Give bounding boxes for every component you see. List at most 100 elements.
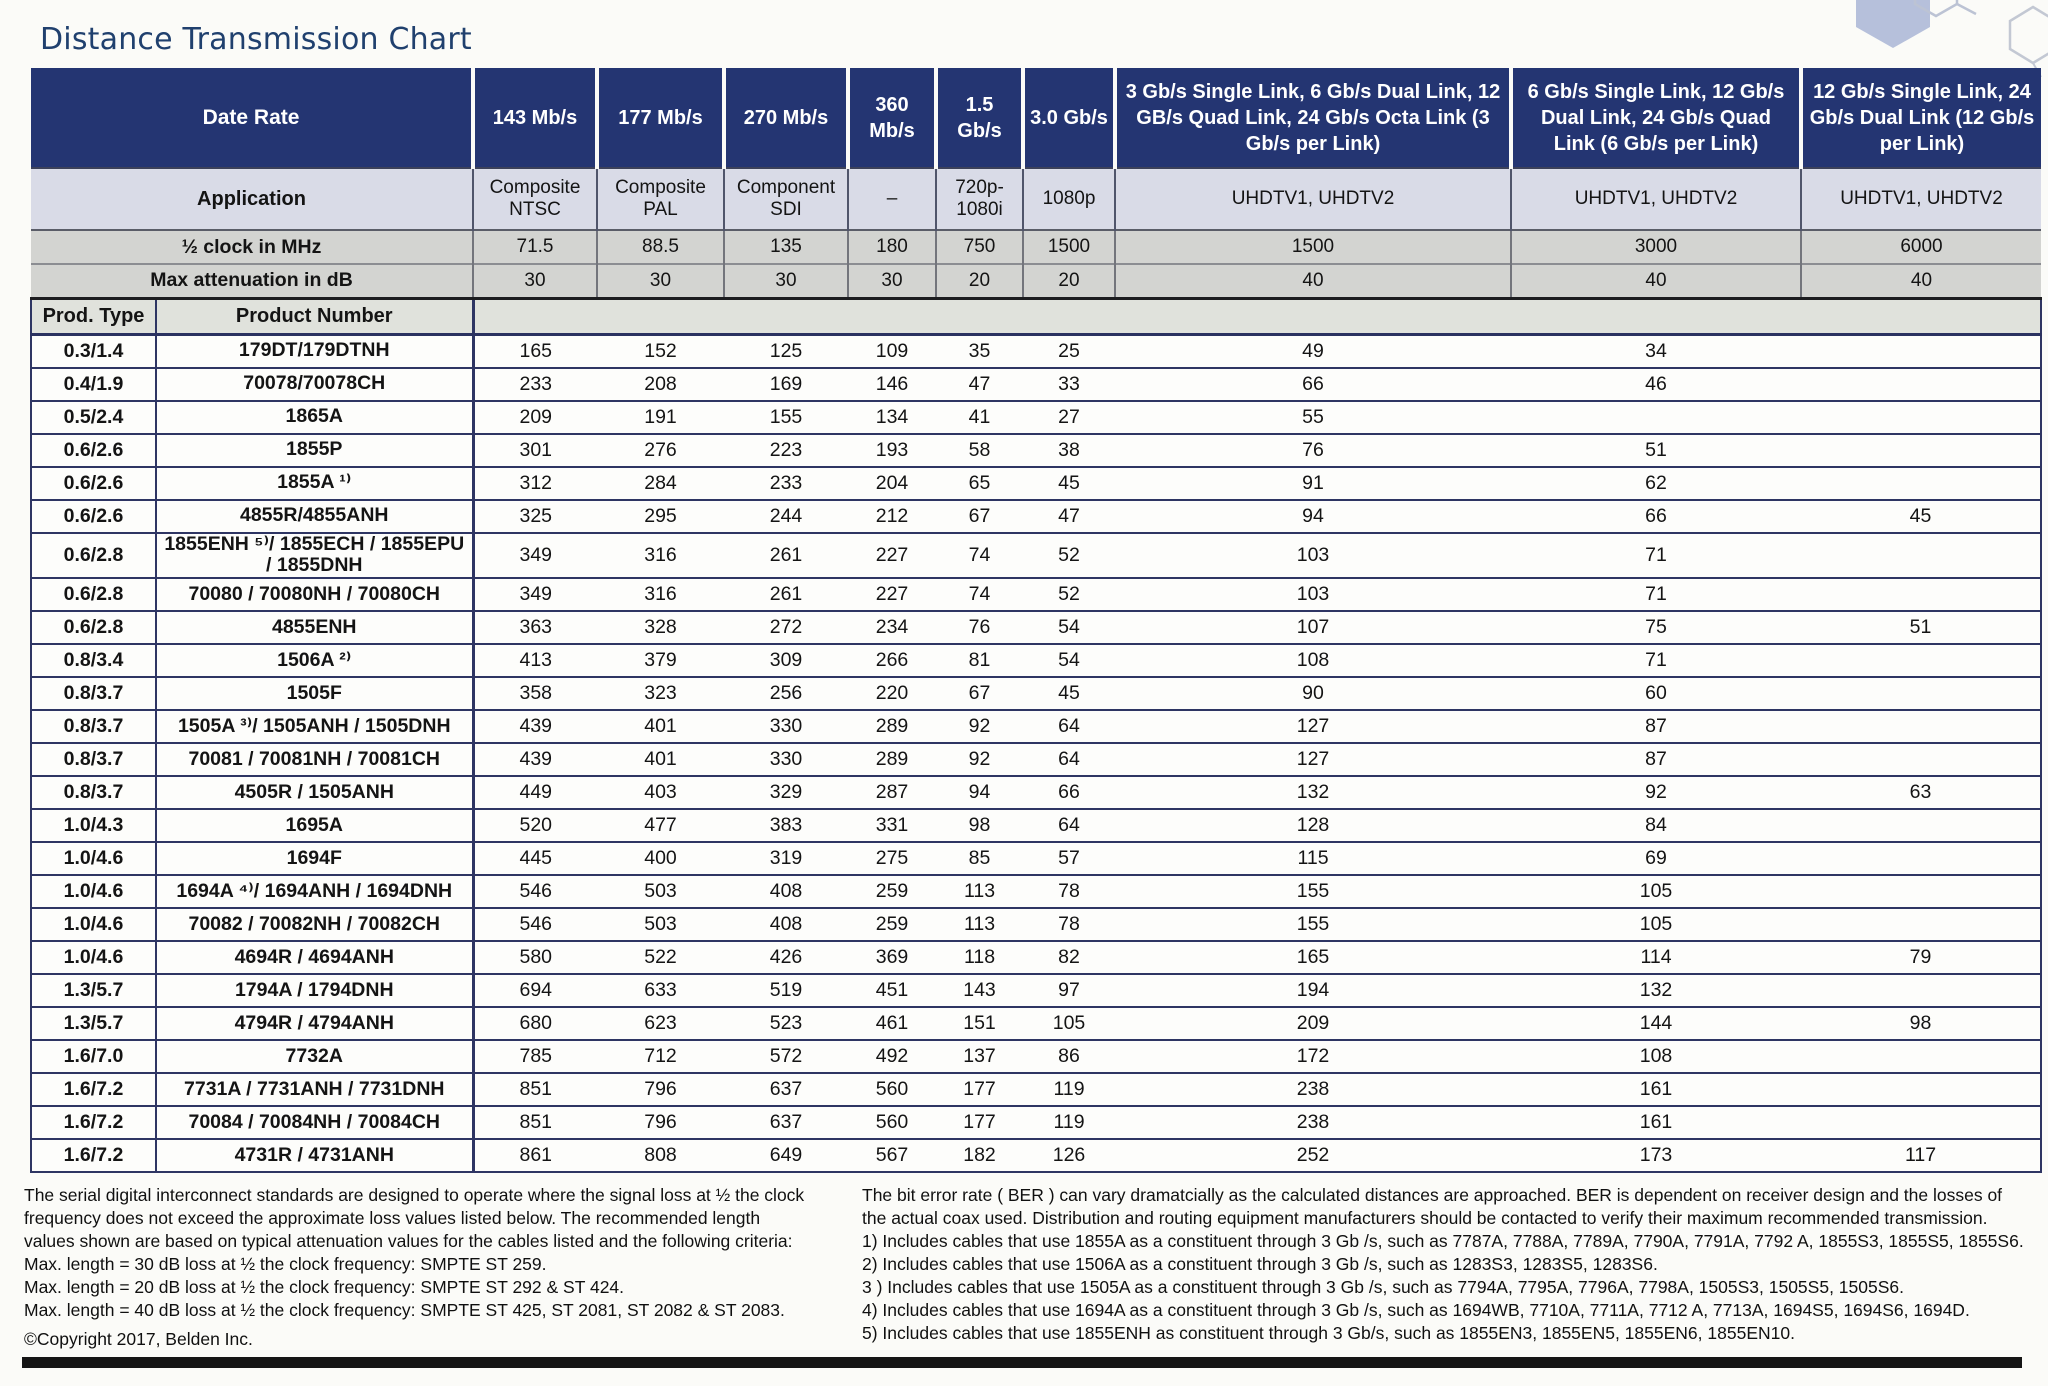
attenuation-value-cell: 20: [935, 263, 1023, 300]
distance-value-cell: 301: [473, 433, 597, 468]
distance-value-cell: [1801, 974, 2042, 1009]
data-rate-cell: 3.0 Gb/s: [1021, 68, 1115, 168]
distance-value-cell: 193: [848, 433, 936, 468]
distance-value-cell: 66: [1511, 499, 1801, 534]
distance-value-cell: 54: [1023, 644, 1115, 679]
distance-value-cell: 383: [724, 809, 848, 844]
table-row: 0.3/1.4 179DT/179DTNH 165 152 125 109 35 25 49 34: [30, 334, 2042, 369]
distance-value-cell: 79: [1801, 941, 2042, 976]
distance-value-cell: [1801, 908, 2042, 943]
product-number-cell: 70078/70078CH: [156, 367, 475, 402]
distance-value-cell: [1801, 644, 2042, 679]
table-row: 1.0/4.6 1694A ⁴⁾/ 1694ANH / 1694DNH 546 503…: [30, 875, 2042, 910]
footnote-block-left: The serial digital interconnect standard…: [24, 1184, 850, 1322]
distance-value-cell: 118: [936, 941, 1023, 976]
prod-type-cell: 0.4/1.9: [30, 367, 157, 402]
data-rate-cell: 6 Gb/s Single Link, 12 Gb/s Dual Link, 2…: [1509, 68, 1801, 168]
distance-value-cell: 34: [1511, 334, 1801, 369]
distance-value-cell: 161: [1511, 1073, 1801, 1108]
distance-value-cell: 461: [848, 1007, 936, 1042]
table-row: 1.6/7.2 7731A / 7731ANH / 7731DNH 851 796 63…: [30, 1073, 2042, 1108]
table-row: 0.8/3.7 70081 / 70081NH / 70081CH 439 401 33…: [30, 743, 2042, 778]
table-row: 1.6/7.2 4731R / 4731ANH 861 808 649 567 182 126…: [30, 1139, 2042, 1174]
distance-value-cell: 113: [936, 875, 1023, 910]
distance-value-cell: 119: [1023, 1073, 1115, 1108]
distance-value-cell: 125: [724, 334, 848, 369]
distance-value-cell: 204: [848, 466, 936, 501]
distance-value-cell: 796: [597, 1106, 724, 1141]
distance-value-cell: 65: [936, 466, 1023, 501]
distance-value-cell: 785: [473, 1040, 597, 1075]
distance-value-cell: 449: [473, 776, 597, 811]
distance-value-cell: 259: [848, 908, 936, 943]
distance-value-cell: 173: [1511, 1139, 1801, 1174]
distance-value-cell: 97: [1023, 974, 1115, 1009]
table-row: 0.8/3.4 1506A ²⁾ 413 379 309 266 81 54 108 71: [30, 644, 2042, 679]
distance-value-cell: 227: [848, 532, 936, 580]
distance-value-cell: 808: [597, 1139, 724, 1174]
prod-type-cell: 1.6/7.2: [30, 1139, 157, 1174]
footnote-line: the actual coax used. Distribution and r…: [862, 1208, 1988, 1228]
distance-value-cell: 151: [936, 1007, 1023, 1042]
distance-value-cell: 330: [724, 743, 848, 778]
header-row-data-rate: Date Rate 143 Mb/s 177 Mb/s 270 Mb/s 360 Mb…: [31, 68, 2041, 168]
distance-value-cell: 649: [724, 1139, 848, 1174]
prod-type-cell: 0.3/1.4: [30, 334, 157, 369]
prod-type-cell: 1.6/7.2: [30, 1073, 157, 1108]
distance-value-cell: 87: [1511, 710, 1801, 745]
distance-value-cell: [1801, 1106, 2042, 1141]
distance-value-cell: 155: [1115, 875, 1511, 910]
distance-value-cell: [1801, 400, 2042, 435]
distance-value-cell: 117: [1801, 1139, 2042, 1174]
distance-value-cell: 623: [597, 1007, 724, 1042]
product-header-spacer: [473, 298, 2042, 336]
prod-type-cell: 0.8/3.7: [30, 776, 157, 811]
distance-value-cell: 329: [724, 776, 848, 811]
distance-value-cell: 105: [1023, 1007, 1115, 1042]
product-number-cell: 4855R/4855ANH: [156, 499, 475, 534]
distance-value-cell: 161: [1511, 1106, 1801, 1141]
distance-value-cell: 71: [1511, 532, 1801, 580]
distance-value-cell: 25: [1023, 334, 1115, 369]
product-number-cell: 70082 / 70082NH / 70082CH: [156, 908, 475, 943]
table-row: 1.6/7.0 7732A 785 712 572 492 137 86 172 108: [30, 1040, 2042, 1075]
table-row: 0.6/2.8 4855ENH 363 328 272 234 76 54 107 75 51: [30, 611, 2042, 646]
prod-type-cell: 1.0/4.6: [30, 875, 157, 910]
distance-value-cell: 126: [1023, 1139, 1115, 1174]
distance-value-cell: 309: [724, 644, 848, 679]
hexagon-decoration-icon: [1856, 0, 2048, 78]
table-row: 1.6/7.2 70084 / 70084NH / 70084CH 851 796 63…: [30, 1106, 2042, 1141]
product-number-cell: 7732A: [156, 1040, 475, 1075]
distance-value-cell: 52: [1023, 532, 1115, 580]
distance-value-cell: 114: [1511, 941, 1801, 976]
distance-value-cell: 208: [597, 367, 724, 402]
table-row: 1.0/4.6 4694R / 4694ANH 580 522 426 369 118 82 1…: [30, 941, 2042, 976]
table-row: 1.0/4.6 1694F 445 400 319 275 85 57 115 69: [30, 842, 2042, 877]
prod-type-cell: 0.6/2.8: [30, 532, 157, 580]
header-row-clock: ½ clock in MHz 71.5 88.5 135 180 750 1500 1500…: [31, 229, 2041, 264]
distance-value-cell: 63: [1801, 776, 2042, 811]
date-rate-header: Date Rate: [31, 68, 473, 168]
distance-value-cell: [1801, 809, 2042, 844]
product-number-cell: 4794R / 4794ANH: [156, 1007, 475, 1042]
prod-type-cell: 1.3/5.7: [30, 1007, 157, 1042]
distance-value-cell: [1801, 677, 2042, 712]
distance-value-cell: 62: [1511, 466, 1801, 501]
distance-value-cell: 413: [473, 644, 597, 679]
distance-value-cell: 227: [848, 578, 936, 613]
distance-value-cell: 233: [473, 367, 597, 402]
table-row: 0.6/2.6 1855A ¹⁾ 312 284 233 204 65 45 91 62: [30, 466, 2042, 501]
distance-value-cell: 289: [848, 743, 936, 778]
prod-type-cell: 0.8/3.7: [30, 743, 157, 778]
distance-value-cell: 330: [724, 710, 848, 745]
distance-value-cell: 212: [848, 499, 936, 534]
distance-value-cell: [1801, 578, 2042, 613]
header-row-product: Prod. Type Product Number: [30, 298, 2042, 336]
clock-value-cell: 6000: [1800, 229, 2041, 264]
distance-value-cell: 38: [1023, 433, 1115, 468]
distance-value-cell: 400: [597, 842, 724, 877]
distance-value-cell: 580: [473, 941, 597, 976]
distance-value-cell: 85: [936, 842, 1023, 877]
distance-value-cell: 76: [1115, 433, 1511, 468]
